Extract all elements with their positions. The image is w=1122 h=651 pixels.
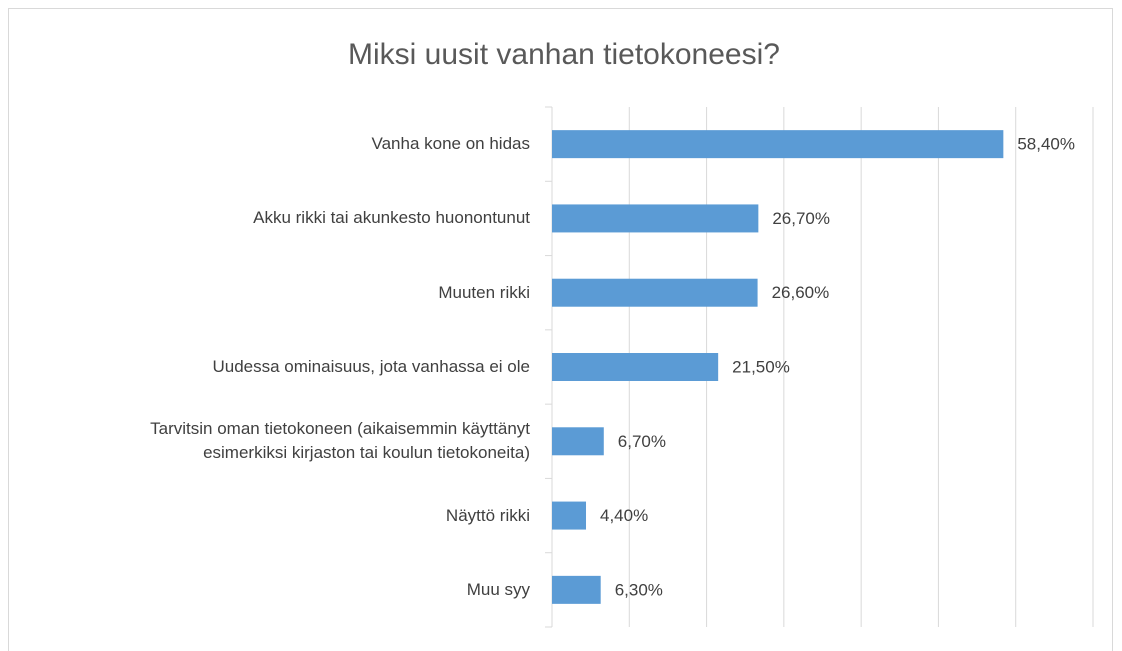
data-label: 21,50% xyxy=(732,357,790,376)
category-label: Muuten rikki xyxy=(438,282,530,302)
bar xyxy=(552,353,719,381)
data-label: 4,40% xyxy=(600,506,648,525)
category-label: Vanha kone on hidas xyxy=(371,134,530,154)
bar xyxy=(552,575,601,604)
bar xyxy=(552,130,1004,159)
data-label: 58,40% xyxy=(1017,135,1075,154)
category-label: Näyttö rikki xyxy=(445,505,530,525)
bar xyxy=(552,204,759,233)
chart-title: Miksi uusit vanhan tietokoneesi? xyxy=(348,38,780,71)
category-label: Muu syy xyxy=(466,579,530,599)
bar xyxy=(552,427,604,456)
chart-border xyxy=(8,8,1113,651)
bar xyxy=(552,501,587,530)
category-label: Tarvitsin oman tietokoneen (aikaisemmin … xyxy=(150,419,530,463)
data-label: 6,70% xyxy=(618,432,666,451)
bar xyxy=(552,278,758,307)
data-label: 6,30% xyxy=(615,580,663,599)
data-label: 26,70% xyxy=(772,209,830,228)
data-label: 26,60% xyxy=(772,283,830,302)
category-label: Uudessa ominaisuus, jota vanhassa ei ole xyxy=(212,357,530,376)
category-label: Akku rikki tai akunkesto huonontunut xyxy=(253,208,530,228)
